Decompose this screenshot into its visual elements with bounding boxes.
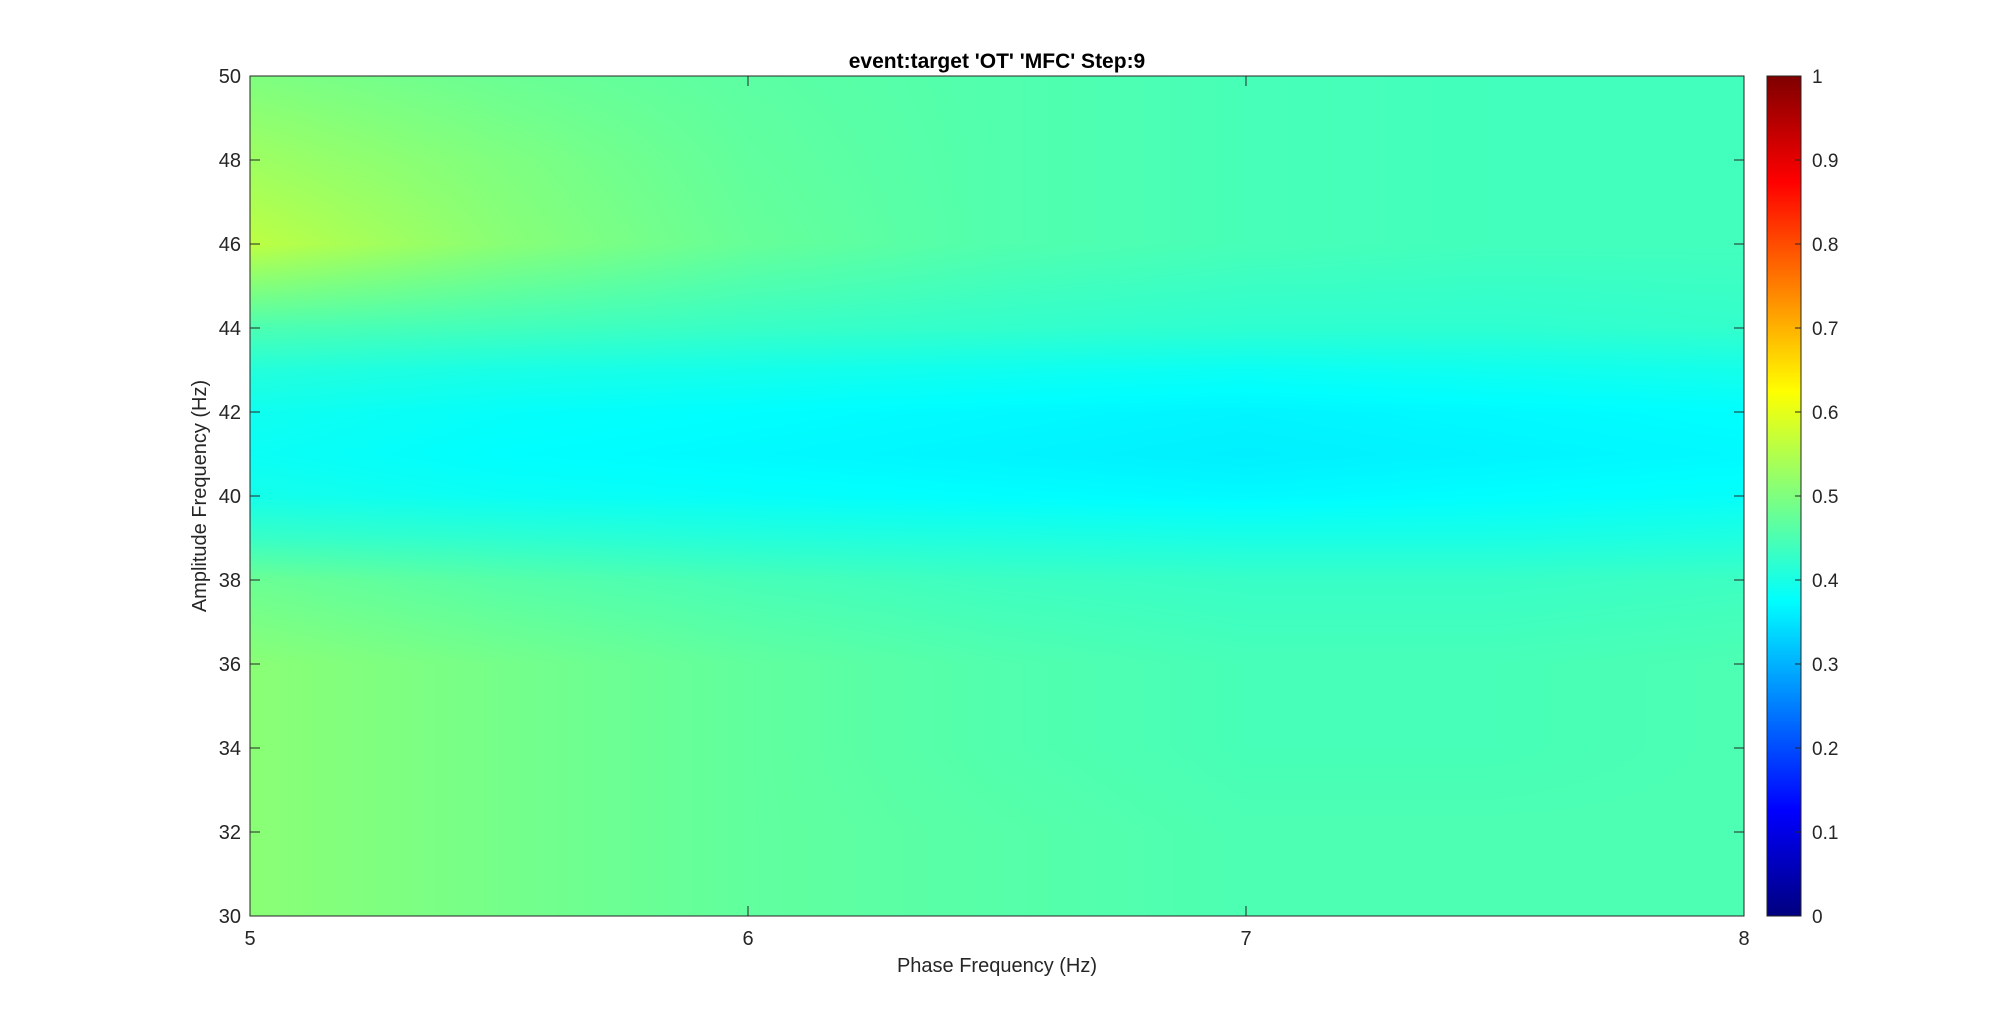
colorbar: 0 0.1 0.2 0.3 0.4 0.5 0.6 0.7 0.8 0.9 1 <box>1766 67 1839 928</box>
y-tick-label: 46 <box>219 234 241 256</box>
x-tick-label: 7 <box>1240 928 1251 950</box>
y-tick-label: 48 <box>219 150 241 172</box>
colorbar-tick-label: 0.5 <box>1812 487 1838 508</box>
colorbar-tick-label: 0.8 <box>1812 235 1838 256</box>
y-tick-label: 32 <box>219 822 241 844</box>
y-tick-label: 50 <box>219 66 241 88</box>
colorbar-tick-label: 0.9 <box>1812 151 1838 172</box>
colorbar-tick-label: 1 <box>1812 67 1823 88</box>
colorbar-tick-label: 0.2 <box>1812 739 1838 760</box>
x-tick-label: 8 <box>1738 928 1749 950</box>
plot-area <box>249 75 1745 917</box>
colorbar-ticks: 0 0.1 0.2 0.3 0.4 0.5 0.6 0.7 0.8 0.9 1 <box>1795 67 1839 928</box>
x-axis-label: Phase Frequency (Hz) <box>897 955 1097 977</box>
y-tick-label: 44 <box>219 318 241 340</box>
y-axis-label: Amplitude Frequency (Hz) <box>189 380 211 612</box>
x-tick-label: 6 <box>742 928 753 950</box>
colorbar-tick-label: 0 <box>1812 907 1823 928</box>
heatmap-image <box>250 76 1744 916</box>
colorbar-tick-label: 0.4 <box>1812 571 1839 592</box>
y-tick-label: 42 <box>219 402 241 424</box>
y-tick-label: 36 <box>219 654 241 676</box>
y-tick-label: 30 <box>219 906 241 928</box>
colorbar-tick-label: 0.3 <box>1812 655 1838 676</box>
colorbar-tick-label: 0.7 <box>1812 319 1838 340</box>
colorbar-tick-label: 0.6 <box>1812 403 1838 424</box>
chart-title: event:target 'OT' 'MFC' Step:9 <box>849 50 1146 73</box>
y-tick-label: 38 <box>219 570 241 592</box>
y-tick-label: 40 <box>219 486 241 508</box>
x-tick-label: 5 <box>244 928 255 950</box>
colorbar-tick-label: 0.1 <box>1812 823 1838 844</box>
y-tick-label: 34 <box>219 738 241 760</box>
x-axis: 5 6 7 8 <box>244 76 1750 950</box>
y-axis: 30 32 34 36 38 40 42 44 46 48 50 <box>219 66 1744 928</box>
